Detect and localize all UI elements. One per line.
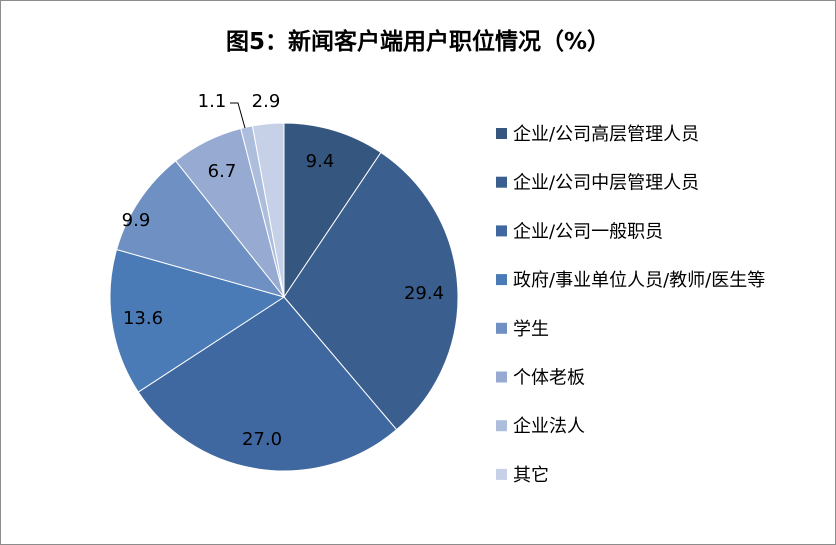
- data-label: 9.4: [306, 151, 335, 172]
- data-labels: 9.4 29.4 27.0 13.6 9.9 6.7 1.1 2.9: [122, 91, 444, 450]
- legend-swatch: [496, 468, 507, 480]
- legend-swatch: [496, 371, 507, 383]
- data-label: 6.7: [208, 161, 237, 182]
- pie-slice: [137, 296, 398, 472]
- legend-swatch: [496, 128, 507, 139]
- pie-slice: [283, 151, 459, 431]
- pie-slices: [109, 122, 459, 472]
- data-label: 13.6: [123, 308, 163, 329]
- legend-label: 企业/公司高层管理人员: [513, 124, 699, 145]
- legend-label: 学生: [513, 319, 549, 340]
- legend-label: 企业/公司中层管理人员: [513, 173, 699, 194]
- legend-swatch: [496, 225, 507, 237]
- data-label: 29.4: [404, 283, 444, 304]
- data-label: 2.9: [252, 91, 281, 112]
- legend-swatch: [496, 274, 507, 286]
- legend: 企业/公司高层管理人员企业/公司中层管理人员企业/公司一般职员政府/事业单位人员…: [496, 124, 765, 486]
- leader-lines: [230, 102, 246, 129]
- legend-label: 政府/事业单位人员/教师/医生等: [513, 270, 765, 291]
- legend-swatch: [496, 176, 507, 188]
- legend-label: 企业法人: [513, 416, 585, 437]
- data-label: 1.1: [198, 91, 227, 112]
- pie-slice: [115, 160, 286, 298]
- pie-slice: [283, 122, 382, 299]
- pie-slice: [251, 122, 285, 298]
- legend-swatch: [496, 420, 507, 432]
- legend-label: 其它: [513, 465, 549, 486]
- data-label: 9.9: [122, 210, 151, 231]
- legend-label: 个体老板: [513, 368, 585, 389]
- data-label: 27.0: [242, 429, 282, 450]
- chart-title: 图5：新闻客户端用户职位情况（%）: [225, 29, 611, 55]
- leader-line: [230, 102, 246, 129]
- legend-label: 企业/公司一般职员: [513, 221, 663, 242]
- legend-swatch: [496, 322, 507, 334]
